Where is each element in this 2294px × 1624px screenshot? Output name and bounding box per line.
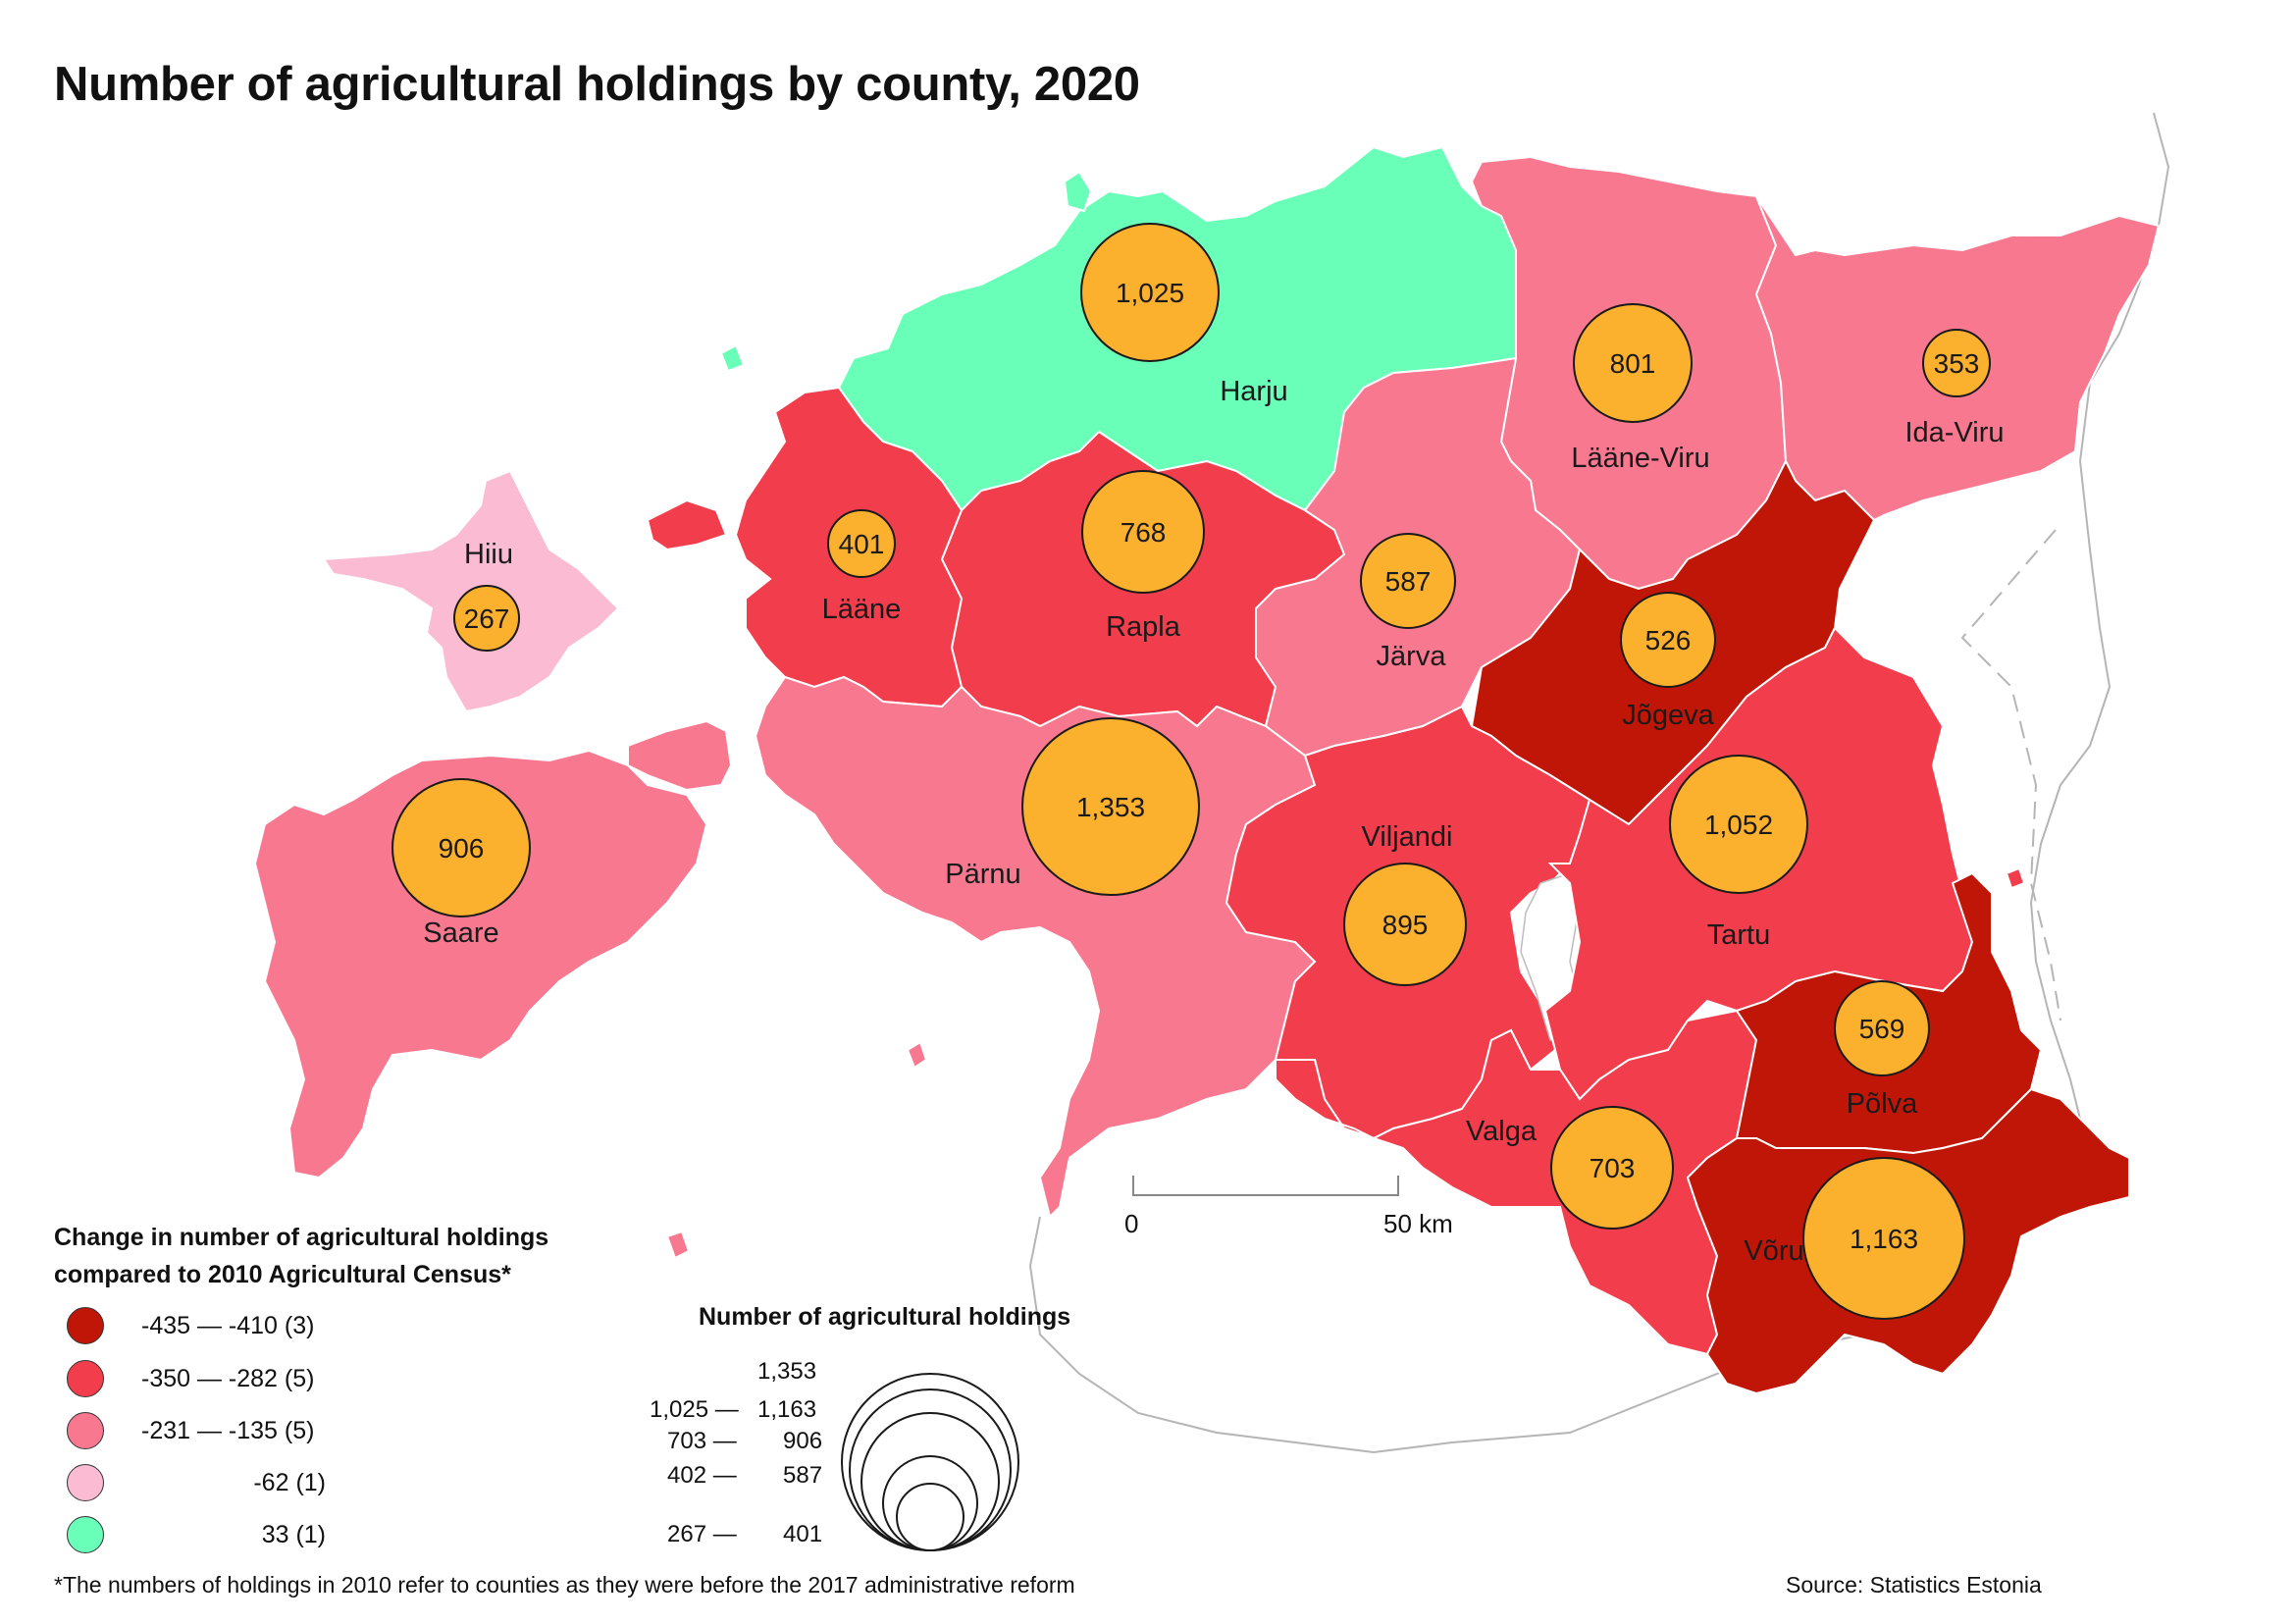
- county-label-rapla: Rapla: [1106, 611, 1181, 643]
- bubble-laane: [827, 509, 896, 578]
- size-legend-title: Number of agricultural holdings: [699, 1303, 1071, 1331]
- bubble-valga: [1550, 1106, 1674, 1230]
- county-label-harju: Harju: [1220, 376, 1287, 407]
- size-legend-left: 703 —: [667, 1428, 737, 1454]
- source-note: Source: Statistics Estonia: [1786, 1572, 2042, 1598]
- county-saare[interactable]: [253, 749, 708, 1179]
- size-legend-left: 1,025 —: [650, 1396, 739, 1423]
- size-legend-left: 402 —: [667, 1462, 737, 1489]
- footnote: *The numbers of holdings in 2010 refer t…: [54, 1572, 1075, 1598]
- island-saare-muhu: [627, 719, 733, 792]
- size-legend-circles: [841, 1373, 1019, 1551]
- island-ruhnu: [665, 1230, 691, 1260]
- legend-swatch-pink: [67, 1412, 104, 1449]
- legend-title-line2: compared to 2010 Agricultural Census*: [54, 1261, 511, 1288]
- legend-item-label: -350 — -282 (5): [141, 1364, 315, 1392]
- legend-item: -62 (1): [67, 1461, 326, 1504]
- size-legend-right: 1,353: [757, 1358, 817, 1385]
- bubble-jarva: [1360, 533, 1456, 629]
- bubble-value-harju: 1,025: [1116, 278, 1184, 308]
- county-label-polva: Põlva: [1847, 1088, 1918, 1120]
- bubble-value-polva: 569: [1859, 1014, 1905, 1044]
- size-legend-left: 267 —: [667, 1521, 737, 1547]
- bubble-harju: [1080, 223, 1220, 362]
- legend-swatch-dark-red: [67, 1307, 104, 1344]
- bubble-polva: [1834, 980, 1930, 1076]
- bubble-value-voru: 1,163: [1850, 1224, 1918, 1254]
- bubble-value-jarva: 587: [1385, 566, 1432, 597]
- county-label-hiiu: Hiiu: [464, 539, 513, 570]
- county-label-valga: Valga: [1466, 1116, 1538, 1147]
- size-legend-right: 401: [783, 1521, 823, 1547]
- bubble-value-parnu: 1,353: [1076, 792, 1145, 822]
- bubble-tartu: [1669, 755, 1808, 894]
- bubble-value-ida-viru: 353: [1934, 348, 1980, 379]
- bubble-viljandi: [1343, 863, 1467, 986]
- map-title: Number of agricultural holdings by count…: [54, 58, 1140, 111]
- legend-item: -350 — -282 (5): [67, 1357, 314, 1400]
- bubble-parnu: [1021, 717, 1200, 896]
- legend-item: -435 — -410 (3): [67, 1304, 314, 1347]
- legend-item-label: -231 — -135 (5): [141, 1416, 315, 1444]
- county-label-parnu: Pärnu: [945, 859, 1020, 890]
- county-label-jogeva: Jõgeva: [1622, 700, 1714, 731]
- bubble-value-viljandi: 895: [1382, 910, 1429, 940]
- legend-item: -231 — -135 (5): [67, 1409, 314, 1452]
- island-harju: [719, 170, 1093, 373]
- size-legend-right: 906: [783, 1428, 823, 1454]
- county-label-tartu: Tartu: [1707, 919, 1770, 951]
- island-kihnu: [906, 1040, 928, 1070]
- bubble-value-hiiu: 267: [464, 603, 510, 634]
- size-legend-right: 1,163: [757, 1396, 817, 1423]
- county-label-laane-viru: Lääne-Viru: [1571, 443, 1709, 474]
- scale-start-label: 0: [1124, 1209, 1139, 1238]
- bubble-value-laane: 401: [839, 529, 885, 559]
- bubble-hiiu: [453, 585, 520, 652]
- bubble-value-jogeva: 526: [1645, 625, 1692, 655]
- county-label-viljandi: Viljandi: [1362, 821, 1453, 853]
- island-laane: [646, 498, 728, 551]
- legend-item-label: -435 — -410 (3): [141, 1311, 315, 1339]
- scale-bar: [1132, 1176, 1399, 1196]
- legend-item-label: -62 (1): [253, 1468, 326, 1496]
- county-parnu[interactable]: [754, 675, 1317, 1219]
- bubble-laane-viru: [1573, 303, 1693, 423]
- legend-title: Change in number of agricultural holding…: [54, 1219, 548, 1293]
- bubble-saare: [391, 778, 531, 917]
- county-label-laane: Lääne: [822, 594, 902, 625]
- legend-swatch-light-pink: [67, 1464, 104, 1501]
- bubble-value-rapla: 768: [1121, 517, 1167, 548]
- bubble-ida-viru: [1922, 329, 1991, 397]
- bubble-jogeva: [1620, 592, 1716, 688]
- bubble-value-laane-viru: 801: [1610, 348, 1656, 379]
- island-polva: [2005, 866, 2026, 890]
- bubbles: 1,025 Harju 801 Lääne-Viru 353 Ida-Viru …: [391, 223, 2005, 1320]
- county-label-voru: Võru: [1744, 1235, 1803, 1267]
- bubble-rapla: [1081, 470, 1205, 594]
- county-label-saare: Saare: [423, 917, 498, 949]
- border-dashed: [1960, 529, 2061, 1022]
- legend-item-label: 33 (1): [261, 1520, 326, 1548]
- bubble-voru: [1802, 1157, 1965, 1320]
- county-label-jarva: Järva: [1377, 641, 1447, 672]
- bubble-value-valga: 703: [1590, 1153, 1636, 1183]
- size-legend-right: 587: [783, 1462, 823, 1489]
- bubble-value-tartu: 1,052: [1704, 810, 1773, 840]
- county-label-ida-viru: Ida-Viru: [1904, 417, 2004, 448]
- legend-item: 33 (1): [67, 1513, 326, 1556]
- legend-title-line1: Change in number of agricultural holding…: [54, 1224, 549, 1251]
- bubble-value-saare: 906: [439, 833, 485, 864]
- legend-swatch-red: [67, 1360, 104, 1397]
- legend-swatch-green: [67, 1516, 104, 1553]
- scale-end-label: 50 km: [1383, 1209, 1453, 1238]
